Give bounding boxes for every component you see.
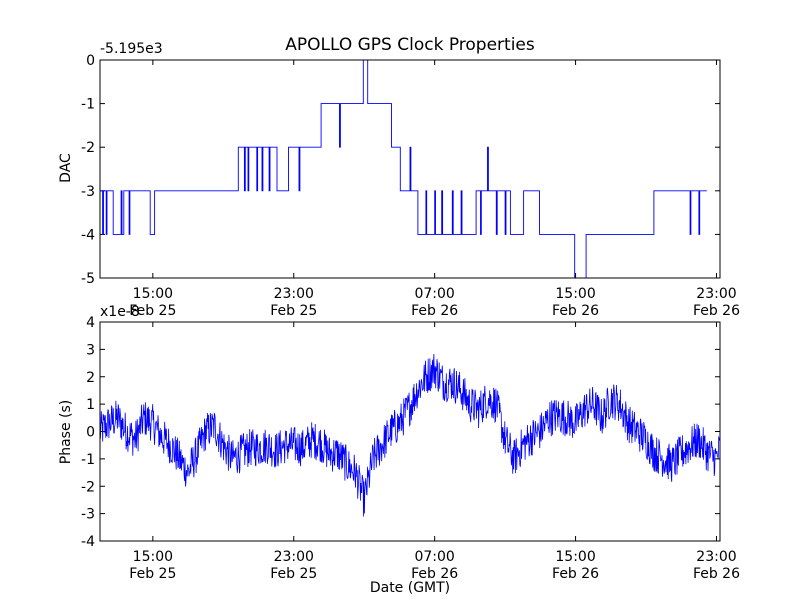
y-tick-label: -5 [81, 271, 95, 287]
phase-y-axis-label: Phase (s) [58, 400, 74, 464]
x-tick-date-label: Feb 26 [411, 303, 458, 319]
y-tick-label: -2 [81, 479, 95, 495]
phase-plot-frame [99, 321, 721, 542]
y-tick-label: -2 [81, 140, 95, 156]
phase-offset-label: x1e-8 [100, 304, 140, 320]
chart-title: APOLLO GPS Clock Properties [285, 35, 535, 55]
x-tick-time-label: 23:00 [696, 286, 736, 302]
dac-series-line [100, 59, 707, 279]
x-tick-date-label: Feb 26 [693, 566, 740, 582]
x-tick-time-label: 23:00 [274, 549, 314, 565]
y-tick-label: -1 [81, 97, 95, 113]
x-tick-date-label: Feb 26 [693, 303, 740, 319]
x-tick-date-label: Feb 26 [552, 303, 599, 319]
x-tick-date-label: Feb 26 [411, 566, 458, 582]
x-tick-date-label: Feb 25 [270, 303, 317, 319]
x-tick-date-label: Feb 25 [270, 566, 317, 582]
x-tick-time-label: 07:00 [414, 286, 454, 302]
x-tick-time-label: 15:00 [555, 549, 595, 565]
x-tick-time-label: 15:00 [133, 549, 173, 565]
x-tick-date-label: Feb 25 [129, 303, 176, 319]
x-tick-time-label: 15:00 [133, 286, 173, 302]
x-tick-time-label: 23:00 [696, 549, 736, 565]
y-tick-label: 3 [86, 342, 95, 358]
dac-plot-frame [99, 59, 721, 279]
y-tick-label: -4 [81, 227, 95, 243]
y-tick-label: -1 [81, 452, 95, 468]
dac-y-ticks: 0 -1 -2 -3 -4 -5 [81, 53, 720, 287]
x-tick-time-label: 15:00 [555, 286, 595, 302]
dac-offset-label: -5.195e3 [100, 41, 163, 57]
y-tick-label: 4 [86, 315, 95, 331]
x-tick-date-label: Feb 25 [129, 566, 176, 582]
y-tick-label: 0 [86, 425, 95, 441]
x-tick-time-label: 07:00 [414, 549, 454, 565]
phase-series-line [99, 353, 721, 517]
y-tick-label: 1 [86, 397, 95, 413]
y-tick-label: -3 [81, 184, 95, 200]
dac-y-axis-label: DAC [58, 153, 74, 183]
x-tick-date-label: Feb 26 [552, 566, 599, 582]
y-tick-label: -4 [81, 534, 95, 550]
phase-x-axis-label: Date (GMT) [370, 580, 450, 596]
y-tick-label: -3 [81, 507, 95, 523]
phase-y-ticks: 4 3 2 1 0 -1 -2 -3 -4 [81, 315, 720, 550]
y-tick-label: 2 [86, 370, 95, 386]
x-tick-time-label: 23:00 [274, 286, 314, 302]
y-tick-label: 0 [86, 53, 95, 69]
